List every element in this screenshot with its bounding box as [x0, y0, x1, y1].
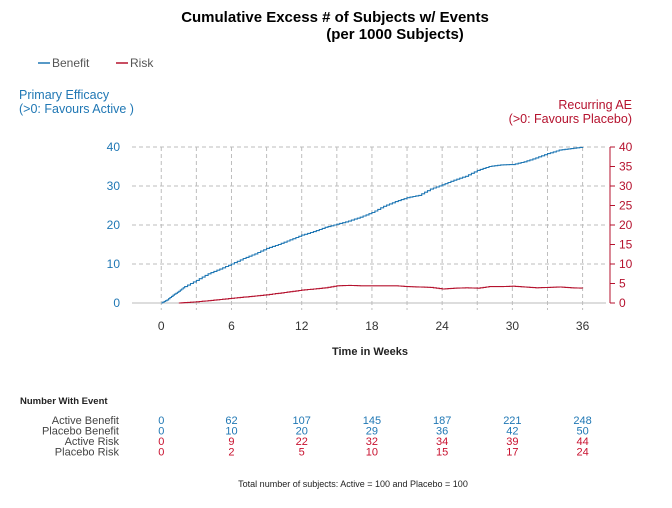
series-line-benefit [161, 146, 584, 304]
event-cell: 32 [366, 436, 378, 448]
event-cell: 29 [366, 426, 378, 438]
event-cell: 39 [506, 436, 518, 448]
event-cell: 248 [573, 415, 591, 427]
right-tick-label: 20 [619, 218, 633, 232]
x-tick-label: 18 [365, 319, 379, 333]
left-axis-title-line1: Primary Efficacy [19, 88, 110, 102]
event-table: Active Benefit 0 62 107 145 187 221 248 Placebo … [42, 415, 592, 459]
event-cell: 145 [363, 415, 381, 427]
x-tick-label: 36 [576, 319, 590, 333]
event-row-label: Placebo Risk [55, 447, 120, 459]
event-cell: 107 [293, 415, 311, 427]
event-row-label: Placebo Benefit [42, 426, 119, 438]
event-cell: 2 [228, 447, 234, 459]
right-tick-label: 15 [619, 238, 633, 252]
chart-title-line2: (per 1000 Subjects) [326, 26, 464, 43]
event-cell: 10 [366, 447, 378, 459]
left-tick-label: 20 [107, 218, 121, 232]
right-tick-label: 30 [619, 179, 633, 193]
left-axis-title-line2: (>0: Favours Active ) [19, 102, 134, 116]
event-cell: 20 [296, 426, 308, 438]
right-tick-label: 35 [619, 160, 633, 174]
event-row-label: Active Benefit [52, 415, 119, 427]
x-tick-label: 30 [506, 319, 520, 333]
event-cell: 9 [228, 436, 234, 448]
event-table-heading: Number With Event [20, 396, 108, 407]
event-cell: 0 [158, 447, 164, 459]
event-cell: 0 [158, 436, 164, 448]
event-cell: 50 [576, 426, 588, 438]
event-cell: 10 [225, 426, 237, 438]
left-tick-label: 0 [113, 296, 120, 310]
left-tick-label: 40 [107, 140, 121, 154]
x-tick-label: 6 [228, 319, 235, 333]
right-axis-ticks: 0 5 10 15 20 25 30 35 40 [609, 140, 633, 310]
event-cell: 0 [158, 415, 164, 427]
right-tick-label: 10 [619, 257, 633, 271]
right-tick-label: 0 [619, 296, 626, 310]
left-tick-label: 10 [107, 257, 121, 271]
right-tick-label: 25 [619, 199, 633, 213]
event-cell: 24 [576, 447, 588, 459]
event-cell: 5 [299, 447, 305, 459]
event-cell: 22 [296, 436, 308, 448]
left-tick-label: 30 [107, 179, 121, 193]
legend-label-risk: Risk [130, 56, 154, 70]
chart-title-line1: Cumulative Excess # of Subjects w/ Event… [181, 9, 489, 26]
x-axis-title: Time in Weeks [332, 346, 408, 358]
event-cell: 15 [436, 447, 448, 459]
right-axis-title-line1: Recurring AE [558, 98, 632, 112]
series-line-risk [178, 284, 584, 304]
right-tick-label: 5 [619, 277, 626, 291]
right-axis-title-line2: (>0: Favours Placebo) [509, 112, 632, 126]
event-cell: 62 [225, 415, 237, 427]
series-layer [161, 146, 584, 304]
x-tick-label: 12 [295, 319, 309, 333]
event-cell: 44 [576, 436, 588, 448]
event-cell: 17 [506, 447, 518, 459]
event-cell: 42 [506, 426, 518, 438]
grid [132, 146, 606, 310]
event-table-footnote: Total number of subjects: Active = 100 a… [238, 479, 468, 489]
legend-label-benefit: Benefit [52, 56, 90, 70]
x-axis-ticks: 0 6 12 18 24 30 36 [158, 319, 590, 333]
event-cell: 221 [503, 415, 521, 427]
legend: Benefit Risk [38, 56, 154, 70]
event-row-label: Active Risk [65, 436, 120, 448]
event-cell: 0 [158, 426, 164, 438]
left-axis-ticks: 0 10 20 30 40 [107, 140, 121, 310]
x-tick-label: 24 [435, 319, 449, 333]
event-cell: 36 [436, 426, 448, 438]
right-tick-label: 40 [619, 140, 633, 154]
event-cell: 187 [433, 415, 451, 427]
event-cell: 34 [436, 436, 448, 448]
x-tick-label: 0 [158, 319, 165, 333]
